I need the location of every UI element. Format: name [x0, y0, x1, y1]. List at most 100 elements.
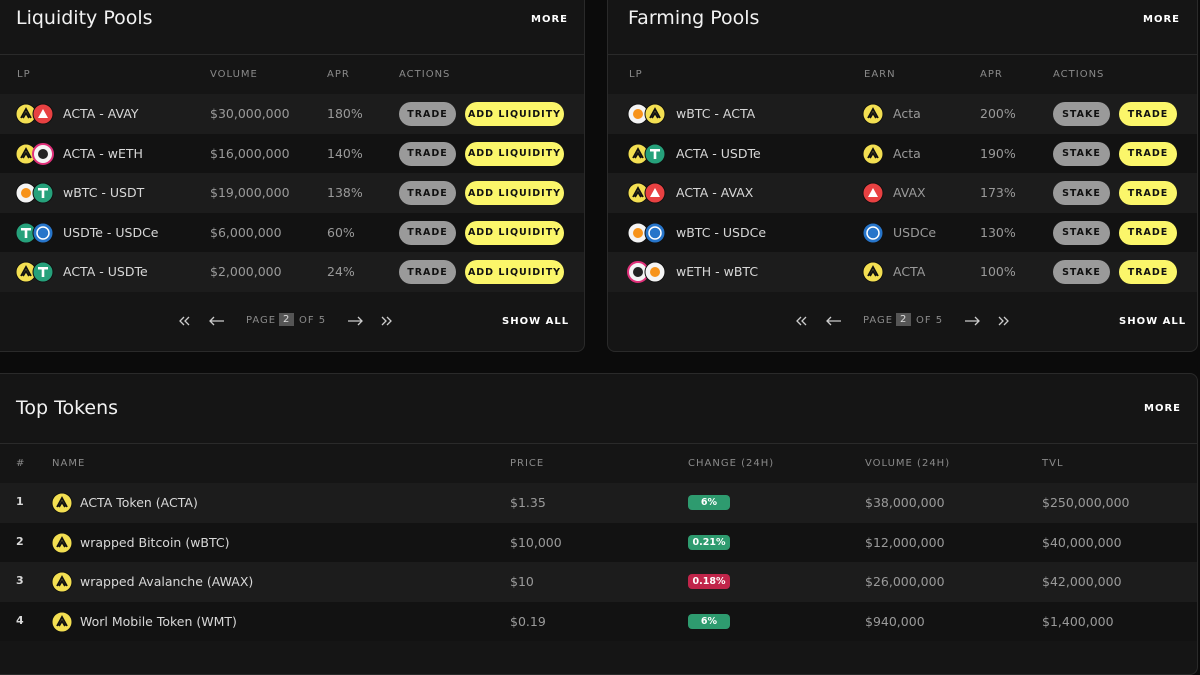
token-name: wrapped Avalanche (AWAX) — [80, 574, 254, 589]
rank: 4 — [16, 613, 24, 627]
more-link[interactable]: MORE — [1144, 403, 1181, 414]
pair-name: wBTC - USDT — [63, 185, 145, 200]
add-liquidity-button[interactable]: ADD LIQUIDITY — [465, 181, 564, 205]
trade-button[interactable]: TRADE — [399, 141, 456, 166]
token-icon — [51, 571, 73, 593]
token-icons — [51, 492, 73, 514]
stake-button[interactable]: STAKE — [1053, 141, 1110, 166]
stake-button[interactable]: STAKE — [1053, 220, 1110, 245]
stake-button[interactable]: STAKE — [1053, 181, 1110, 205]
table-row: 3 wrapped Avalanche (AWAX) $10 0.18% $26,000… — [0, 562, 1197, 602]
volume: $16,000,000 — [210, 145, 290, 161]
add-liquidity-button[interactable]: ADD LIQUIDITY — [465, 102, 564, 126]
token-icon — [644, 182, 666, 204]
token-icons — [627, 261, 666, 283]
price: $0.19 — [510, 613, 546, 629]
table-row: wBTC - ACTA Acta 200% STAKE TRADE — [608, 94, 1197, 134]
token-icon — [644, 103, 666, 125]
trade-button[interactable]: TRADE — [399, 181, 456, 205]
token-icons — [15, 142, 54, 165]
volume: $30,000,000 — [210, 106, 290, 121]
token-icons — [51, 532, 73, 553]
trade-button[interactable]: TRADE — [1119, 260, 1177, 284]
token-icon — [32, 103, 54, 125]
page-number: 2 — [279, 313, 295, 326]
page-of: OF 5 — [299, 315, 327, 326]
volume: $940,000 — [865, 613, 925, 629]
tvl: $40,000,000 — [1042, 534, 1122, 550]
apr: 130% — [980, 224, 1016, 240]
apr: 24% — [327, 264, 355, 279]
pair-name: USDTe - USDCe — [63, 224, 159, 240]
trade-button[interactable]: TRADE — [399, 102, 456, 126]
column-header: ACTIONS — [1053, 69, 1105, 80]
divider — [0, 443, 1197, 444]
token-name: Worl Mobile Token (WMT) — [80, 613, 237, 629]
pagination-arrows[interactable] — [176, 311, 406, 331]
rank: 3 — [16, 574, 24, 587]
pagination-arrows[interactable] — [793, 311, 1023, 331]
trade-button[interactable]: TRADE — [1119, 181, 1177, 205]
apr: 138% — [327, 185, 363, 200]
rank: 2 — [16, 534, 24, 548]
earn-token: AVAX — [893, 185, 926, 200]
token-icons — [15, 222, 54, 243]
trade-button[interactable]: TRADE — [399, 220, 456, 245]
token-icons — [15, 261, 54, 283]
show-all[interactable]: SHOW ALL — [502, 316, 570, 327]
token-icons — [51, 611, 73, 632]
column-header: ACTIONS — [399, 69, 451, 80]
token-icon — [15, 261, 37, 283]
farming-pools-panel: Farming Pools MORE LP EARN APR ACTIONS wBTC … — [607, 0, 1198, 352]
column-header: CHANGE (24H) — [688, 458, 775, 469]
token-icon — [51, 492, 73, 514]
trade-button[interactable]: TRADE — [399, 260, 456, 284]
panel-title: Farming Pools — [628, 7, 760, 29]
column-header: LP — [17, 69, 31, 80]
column-header: APR — [327, 69, 350, 80]
page-label: PAGE — [863, 315, 894, 326]
volume: $6,000,000 — [210, 224, 282, 240]
token-icon — [51, 611, 73, 632]
price: $10 — [510, 574, 534, 589]
panel-title: Liquidity Pools — [16, 7, 153, 29]
token-icon — [644, 222, 666, 243]
add-liquidity-button[interactable]: ADD LIQUIDITY — [465, 220, 564, 245]
column-header: TVL — [1042, 458, 1064, 469]
token-icons — [15, 103, 54, 125]
stake-button[interactable]: STAKE — [1053, 260, 1110, 284]
add-liquidity-button[interactable]: ADD LIQUIDITY — [465, 260, 564, 284]
token-icon — [862, 182, 884, 204]
token-icons — [862, 103, 884, 125]
divider — [0, 54, 584, 55]
column-header: APR — [980, 69, 1003, 80]
more-link[interactable]: MORE — [1143, 14, 1180, 25]
trade-button[interactable]: TRADE — [1119, 220, 1177, 245]
trade-button[interactable]: TRADE — [1119, 102, 1177, 126]
liquidity-pools-panel: Liquidity Pools MORE LP VOLUME APR ACTIONS A… — [0, 0, 585, 352]
trade-button[interactable]: TRADE — [1119, 141, 1177, 166]
page-label: PAGE — [246, 315, 277, 326]
change-badge: 0.18% — [688, 574, 730, 589]
table-row: ACTA - AVAX AVAX 173% STAKE TRADE — [608, 173, 1197, 213]
page-number: 2 — [896, 313, 912, 326]
volume: $38,000,000 — [865, 495, 945, 510]
token-icon — [627, 182, 649, 204]
table-row: wBTC - USDT $19,000,000 138% TRADE ADD LIQUI… — [0, 173, 584, 213]
column-header: NAME — [52, 458, 86, 469]
token-icons — [862, 261, 884, 283]
token-icons — [627, 103, 666, 125]
volume: $26,000,000 — [865, 574, 945, 589]
add-liquidity-button[interactable]: ADD LIQUIDITY — [465, 141, 564, 166]
earn-token: USDCe — [893, 224, 937, 240]
more-link[interactable]: MORE — [531, 14, 568, 25]
stake-button[interactable]: STAKE — [1053, 102, 1110, 126]
change-badge: 0.21% — [688, 534, 730, 550]
token-icon — [862, 143, 884, 164]
token-icon — [32, 182, 54, 204]
show-all[interactable]: SHOW ALL — [1119, 316, 1187, 327]
apr: 200% — [980, 106, 1016, 121]
pair-name: ACTA - USDTe — [63, 264, 148, 279]
earn-token: ACTA — [893, 264, 926, 279]
